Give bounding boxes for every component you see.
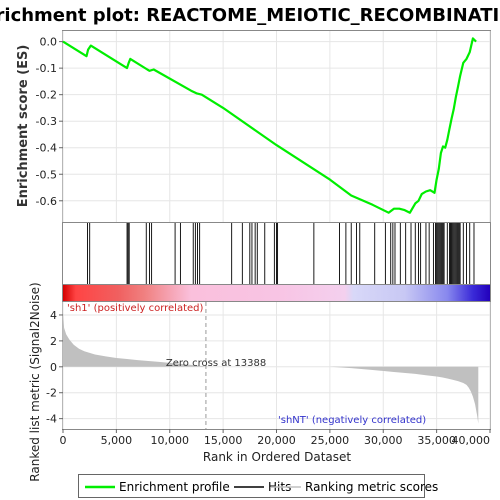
es-tick-label: -0.5 — [36, 168, 57, 181]
metric-tick-label: -2 — [46, 387, 57, 400]
legend-frame — [78, 474, 425, 498]
metric-axis-ticks: 4 2 0 -2 -4 — [46, 309, 63, 426]
es-axis-ticks: 0.0 -0.1 -0.2 -0.3 -0.4 -0.5 -0.6 — [36, 36, 63, 208]
rank-color-bar — [63, 285, 490, 301]
x-tick-label: 35,000 — [417, 434, 456, 447]
x-tick-label: 10,000 — [151, 434, 190, 447]
enrichment-profile-line — [62, 37, 477, 214]
es-tick-label: -0.2 — [36, 89, 57, 102]
legend-label-enrichment: Enrichment profile — [119, 480, 230, 494]
negative-correlation-label: 'shNT' (negatively correlated) — [278, 415, 426, 426]
x-tick-label: 25,000 — [311, 434, 350, 447]
metric-tick-label: 4 — [50, 309, 57, 322]
legend-label-metric: Ranking metric scores — [305, 480, 438, 494]
legend: Enrichment profile Hits Ranking metric s… — [78, 474, 438, 498]
positive-correlation-label: 'sh1' (positively correlated) — [67, 303, 204, 314]
es-tick-label: -0.6 — [36, 195, 57, 208]
x-tick-label: 0 — [60, 434, 67, 447]
x-tick-label: 20,000 — [257, 434, 296, 447]
ranking-metric-area — [63, 312, 479, 424]
x-tick-label: 15,000 — [204, 434, 243, 447]
x-tick-label: 40,000 — [452, 434, 491, 447]
metric-y-axis-label: Ranked list metric (Signal2Noise) — [28, 282, 42, 481]
es-tick-label: -0.1 — [36, 62, 57, 75]
metric-tick-label: 0 — [50, 361, 57, 374]
x-axis-label: Rank in Ordered Dataset — [203, 450, 351, 464]
chart-title: Enrichment plot: REACTOME_MEIOTIC_RECOMB… — [0, 5, 500, 26]
zero-cross-label: Zero cross at 13388 — [166, 358, 266, 369]
metric-tick-label: 2 — [50, 335, 57, 348]
es-y-axis-label: Enrichment score (ES) — [16, 45, 31, 208]
hits-layer — [87, 223, 475, 284]
es-tick-label: -0.4 — [36, 142, 57, 155]
es-curve-layer — [62, 37, 477, 214]
x-tick-label: 5,000 — [101, 434, 133, 447]
metric-area-layer — [63, 312, 479, 424]
es-tick-label: 0.0 — [40, 36, 58, 49]
es-tick-label: -0.3 — [36, 115, 57, 128]
x-axis-ticks: 0 5,000 10,000 15,000 20,000 25,000 30,000 35,0… — [60, 429, 491, 447]
x-tick-label: 30,000 — [364, 434, 403, 447]
metric-tick-label: -4 — [46, 413, 57, 426]
